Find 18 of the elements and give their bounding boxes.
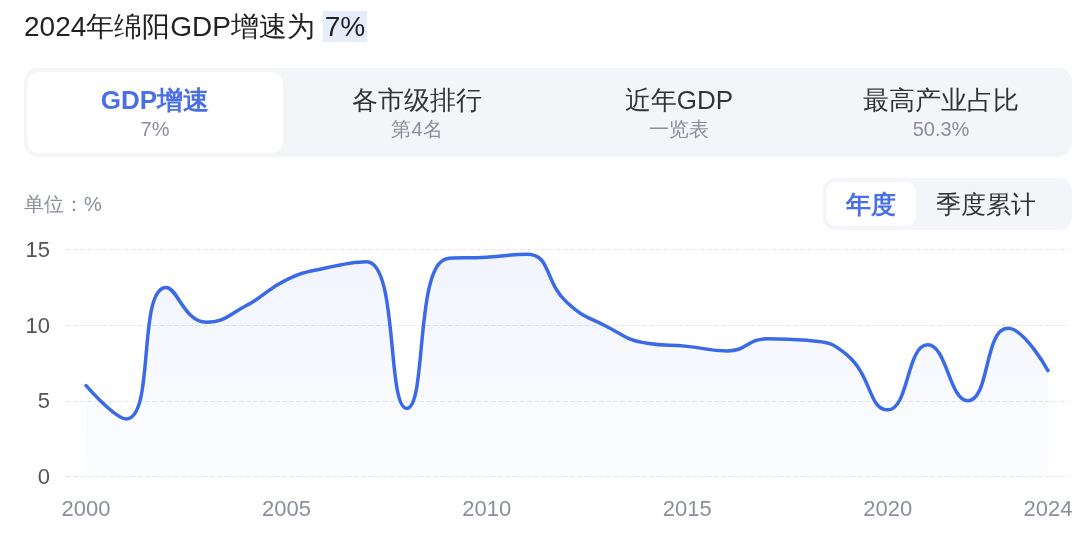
- toggle-button[interactable]: 季度累计: [916, 182, 1056, 226]
- toggle-button[interactable]: 年度: [826, 182, 916, 226]
- y-tick-label: 10: [25, 312, 50, 338]
- y-tick-label: 5: [37, 388, 50, 414]
- tab-button[interactable]: 最高产业占比 50.3%: [813, 72, 1069, 153]
- x-tick-label: 2024: [1023, 495, 1073, 521]
- tab-button[interactable]: 近年GDP 一览表: [551, 72, 807, 153]
- x-tick-label: 2015: [662, 495, 712, 521]
- x-tick-label: 2005: [261, 495, 311, 521]
- tab-button[interactable]: 各市级排行 第4名: [289, 72, 545, 153]
- y-tick-label: 0: [37, 463, 50, 489]
- x-tick-label: 2020: [863, 495, 913, 521]
- y-axis-title: 单位：%: [24, 192, 102, 217]
- y-tick-label: 15: [25, 237, 50, 263]
- chart-title: 2024年绵阳GDP增速为 7%: [24, 10, 367, 44]
- tab-button[interactable]: GDP增速 7%: [27, 72, 283, 153]
- x-tick-label: 2010: [462, 495, 512, 521]
- x-tick-label: 2000: [61, 495, 111, 521]
